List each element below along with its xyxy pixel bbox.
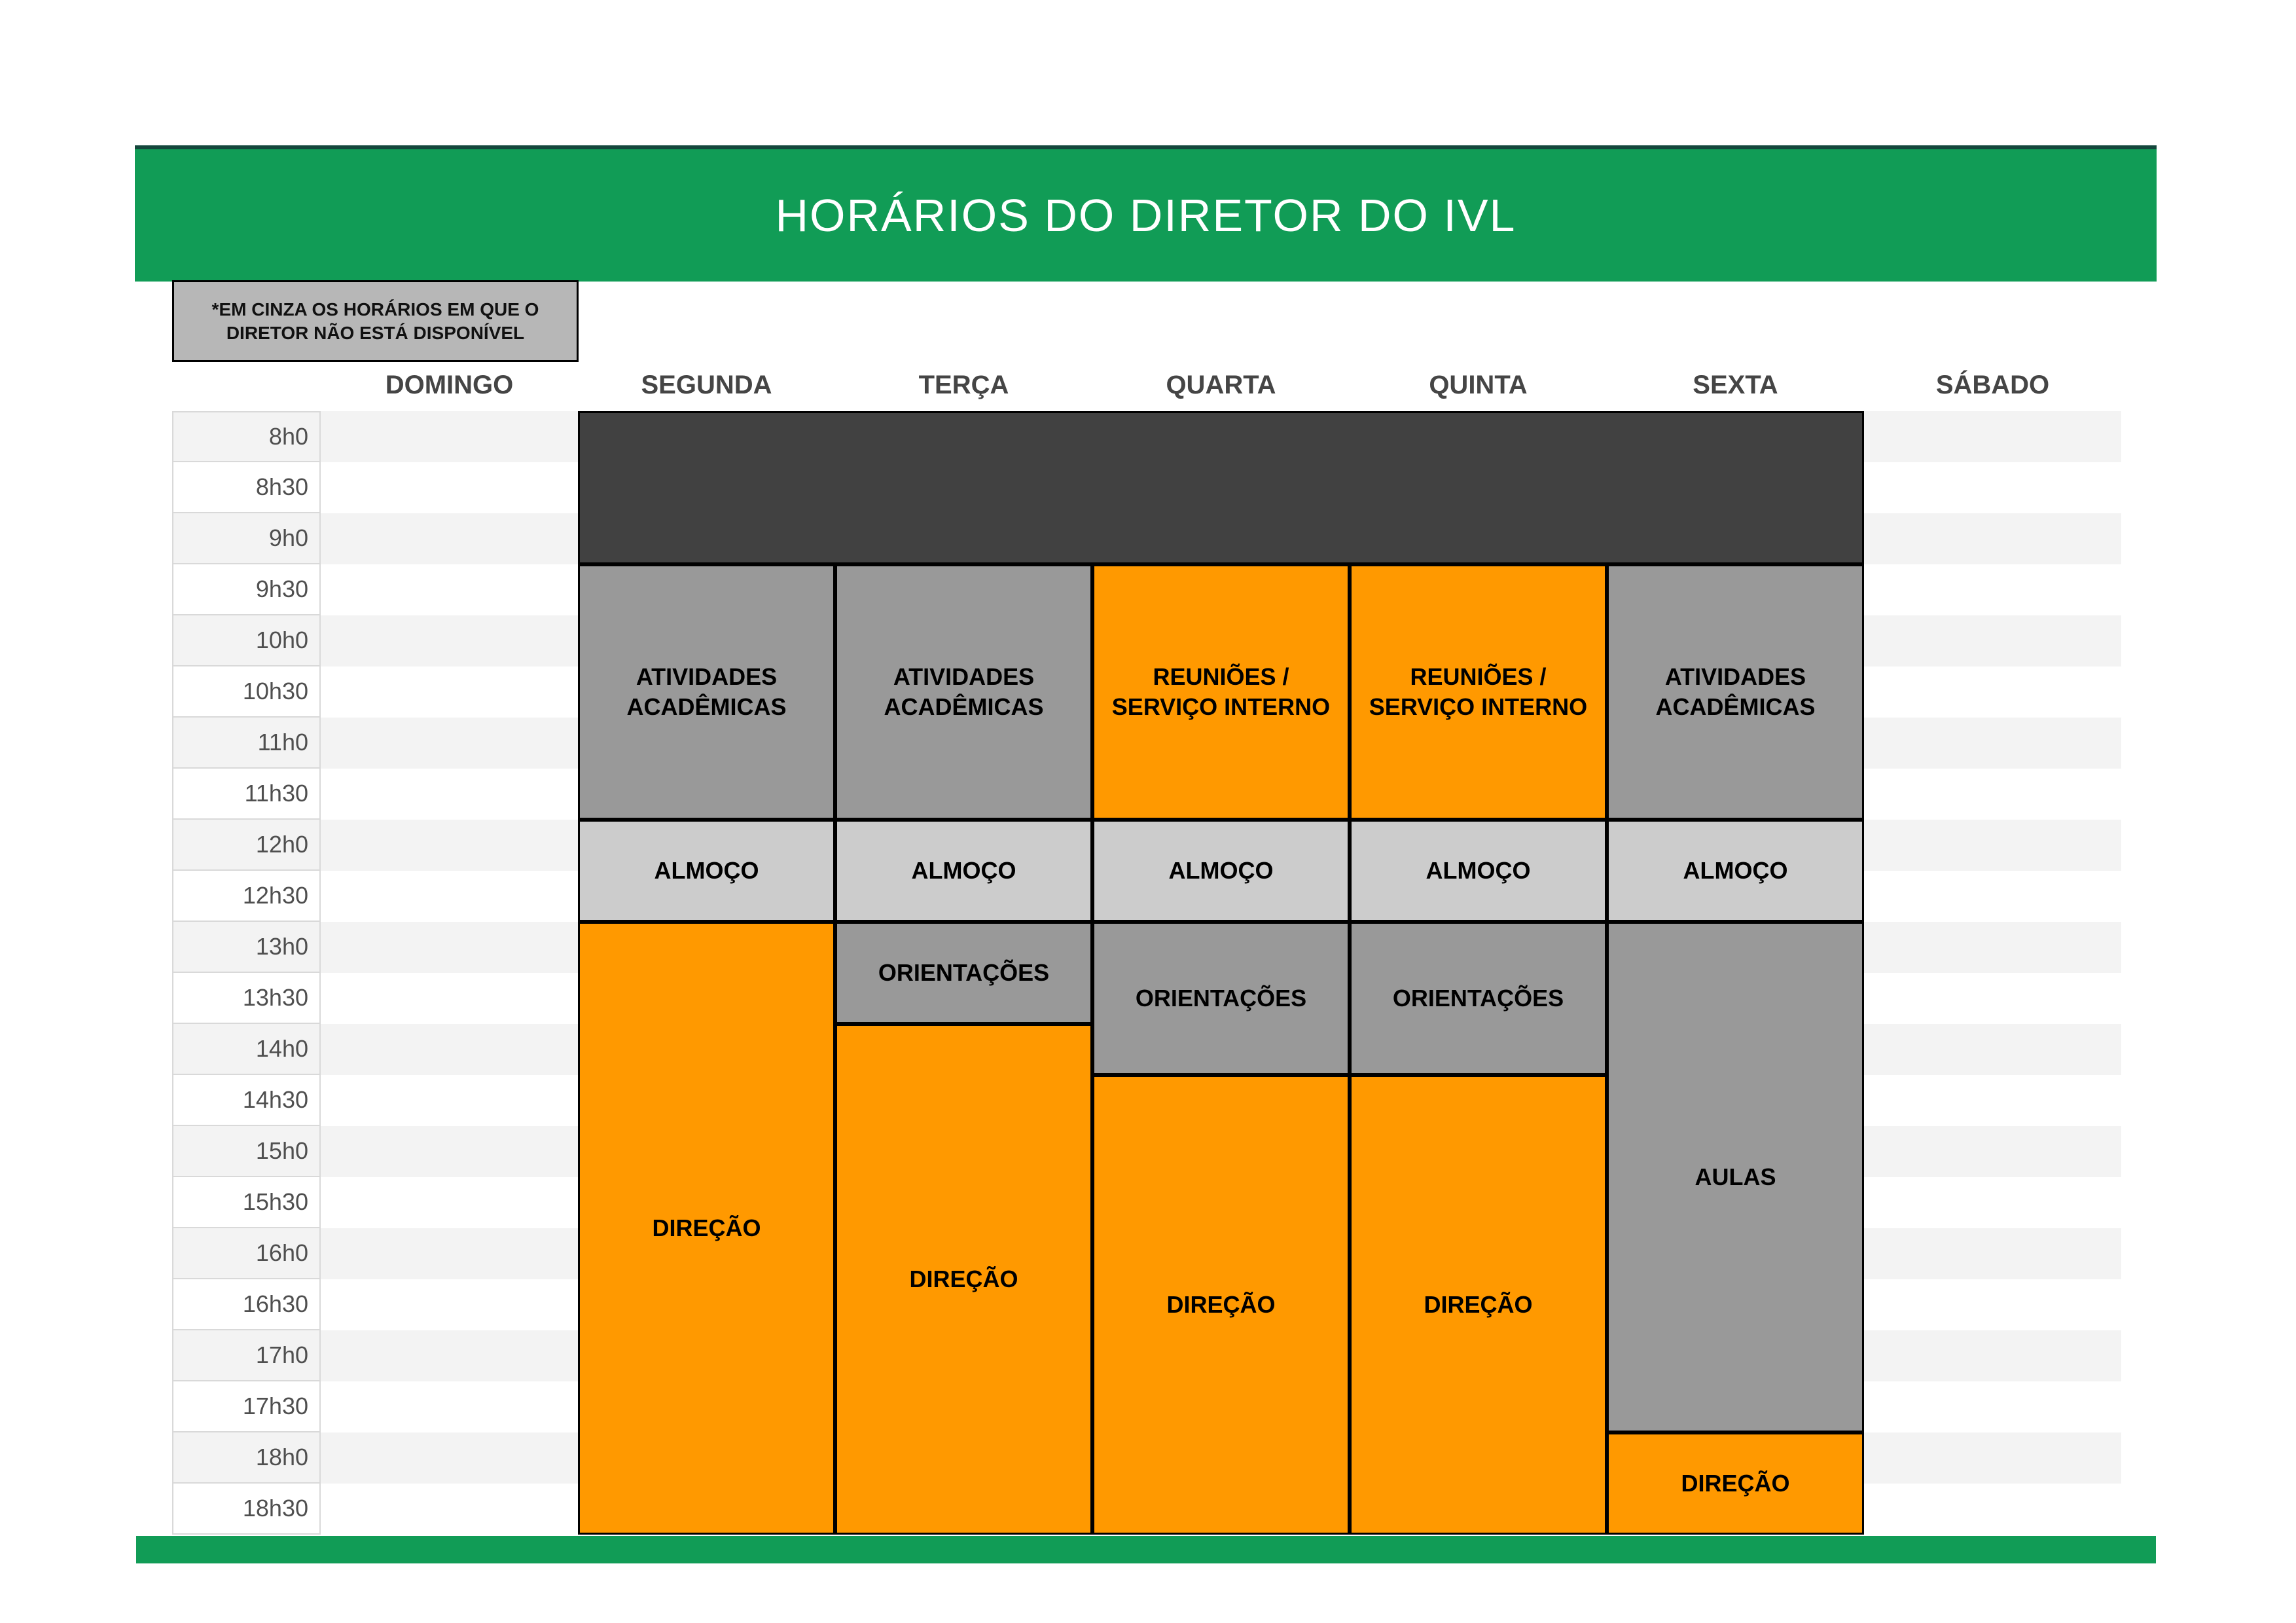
sexta-direcao: DIREÇÃO: [1607, 1432, 1864, 1535]
quinta-reunioes: REUNIÕES / SERVIÇO INTERNO: [1350, 564, 1607, 820]
time-label: 16h30: [172, 1279, 321, 1330]
day-header-quarta: QUARTA: [1166, 371, 1276, 399]
quinta-almoco: ALMOÇO: [1350, 820, 1607, 922]
day-header-segunda: SEGUNDA: [641, 371, 772, 399]
quarta-reunioes: REUNIÕES / SERVIÇO INTERNO: [1092, 564, 1350, 820]
terca-almoco: ALMOÇO: [835, 820, 1092, 922]
time-label: 16h0: [172, 1228, 321, 1279]
time-label: 13h0: [172, 922, 321, 973]
time-label: 10h30: [172, 666, 321, 718]
legend-note-line2: DIRETOR NÃO ESTÁ DISPONÍVEL: [226, 322, 525, 343]
day-header-terça: TERÇA: [918, 371, 1009, 399]
time-label: 9h0: [172, 513, 321, 564]
terca-direcao: DIREÇÃO: [835, 1024, 1092, 1535]
time-label: 9h30: [172, 564, 321, 615]
day-header-quinta: QUINTA: [1429, 371, 1528, 399]
quinta-orientacoes: ORIENTAÇÕES: [1350, 922, 1607, 1075]
day-header-domingo: DOMINGO: [385, 371, 514, 399]
time-label: 8h30: [172, 462, 321, 513]
sexta-almoco: ALMOÇO: [1607, 820, 1864, 922]
sexta-atividades: ATIVIDADES ACADÊMICAS: [1607, 564, 1864, 820]
bottom-green-bar: [136, 1536, 2156, 1563]
legend-note-line1: *EM CINZA OS HORÁRIOS EM QUE O: [211, 299, 539, 319]
segunda-direcao: DIREÇÃO: [578, 922, 835, 1535]
title-banner: HORÁRIOS DO DIRETOR DO IVL: [135, 145, 2157, 282]
quarta-orientacoes: ORIENTAÇÕES: [1092, 922, 1350, 1075]
sexta-aulas: AULAS: [1607, 922, 1864, 1432]
terca-atividades: ATIVIDADES ACADÊMICAS: [835, 564, 1092, 820]
quinta-direcao: DIREÇÃO: [1350, 1075, 1607, 1535]
time-label: 11h0: [172, 718, 321, 769]
time-label: 13h30: [172, 973, 321, 1024]
time-label: 18h30: [172, 1484, 321, 1535]
terca-orientacoes: ORIENTAÇÕES: [835, 922, 1092, 1024]
time-label: 15h30: [172, 1177, 321, 1228]
page-title: HORÁRIOS DO DIRETOR DO IVL: [775, 190, 1516, 241]
time-label: 17h30: [172, 1381, 321, 1432]
day-header-sábado: SÁBADO: [1935, 371, 2050, 399]
time-label: 17h0: [172, 1330, 321, 1381]
quarta-almoco: ALMOÇO: [1092, 820, 1350, 922]
day-header-sexta: SEXTA: [1693, 371, 1778, 399]
segunda-almoco: ALMOÇO: [578, 820, 835, 922]
legend-note: *EM CINZA OS HORÁRIOS EM QUE O DIRETOR N…: [172, 280, 579, 362]
time-label: 8h0: [172, 411, 321, 462]
time-label: 15h0: [172, 1126, 321, 1177]
time-label: 10h0: [172, 615, 321, 666]
time-label: 11h30: [172, 769, 321, 820]
time-label: 14h0: [172, 1024, 321, 1075]
time-label: 12h30: [172, 871, 321, 922]
time-label: 14h30: [172, 1075, 321, 1126]
segunda-atividades: ATIVIDADES ACADÊMICAS: [578, 564, 835, 820]
quarta-direcao: DIREÇÃO: [1092, 1075, 1350, 1535]
time-label: 18h0: [172, 1432, 321, 1484]
unavailable-block: [578, 411, 1864, 564]
time-label: 12h0: [172, 820, 321, 871]
